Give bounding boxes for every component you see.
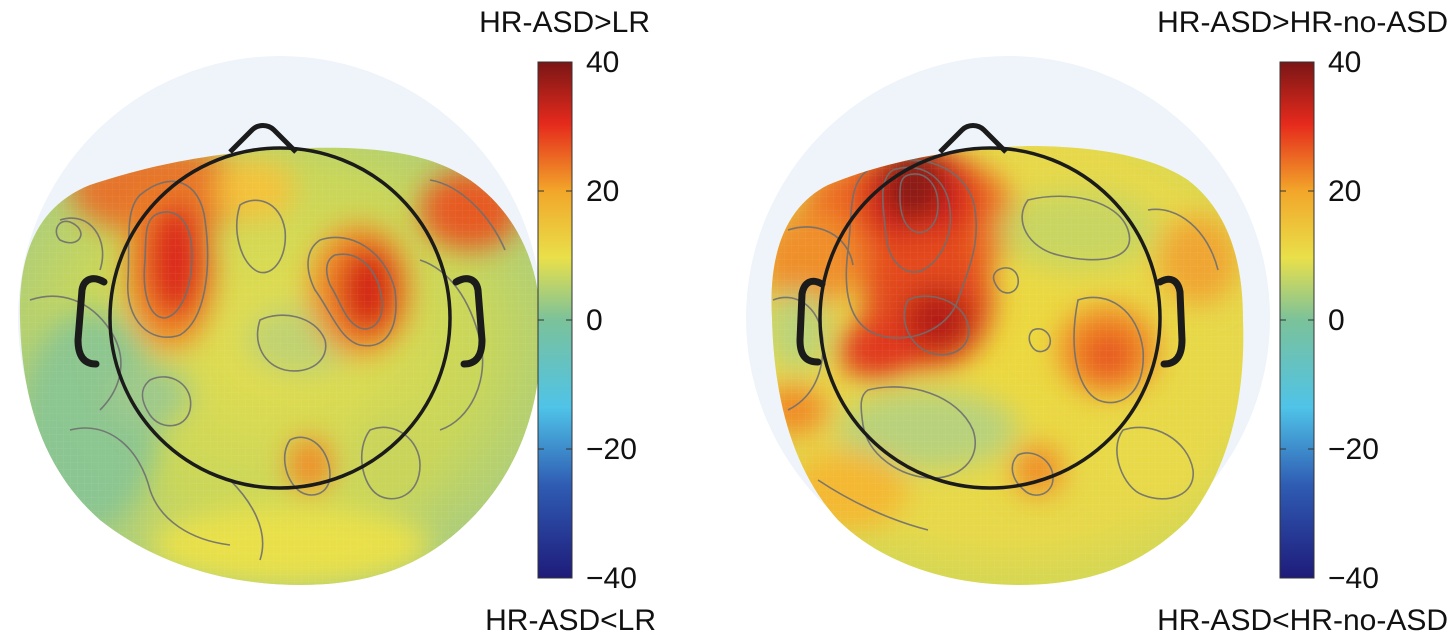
bottom-condition-label: HR-ASD<LR [485,604,656,637]
left-ear-icon [74,275,108,368]
colorbar-tick-label: 20 [1328,175,1361,208]
head-outline [796,123,1186,490]
topography-map [771,146,1244,585]
topography-map [19,147,541,585]
head-outline [74,123,486,490]
colorbar-tick-label: 0 [1328,304,1345,337]
topomap-right-svg: 40 20 0 −20 −40 [746,46,1379,595]
colorbar-ticks: 40 20 0 −20 −40 [538,46,637,595]
right-ear-icon [1156,275,1186,368]
colorbar-tick-label: 40 [586,46,619,79]
nose-icon [938,123,1008,154]
right-ear-icon [452,275,486,368]
top-condition-label: HR-ASD>HR-no-ASD [1157,6,1448,39]
colorbar-tick-label: 20 [586,175,619,208]
colorbar-ticks: 40 20 0 −20 −40 [1280,46,1379,595]
colorbar-tick-label: −40 [586,562,637,595]
topomap-left-svg: 40 20 0 −20 −40 [18,46,637,595]
bottom-condition-label: HR-ASD<HR-no-ASD [1157,604,1448,637]
colorbar-tick-label: −20 [586,433,637,466]
colorbar-tick-label: −40 [1328,562,1379,595]
colorbar-tick-label: −20 [1328,433,1379,466]
topomap-panel-right: HR-ASD>HR-no-ASD HR-ASD<HR-no-ASD [728,0,1456,640]
topomap-panel-left: HR-ASD>LR HR-ASD<LR [18,6,656,637]
colorbar-tick-label: 40 [1328,46,1361,79]
nose-icon [228,123,298,154]
left-ear-icon [796,277,826,366]
colorbar-tick-label: 0 [586,304,603,337]
top-condition-label: HR-ASD>LR [479,6,650,39]
